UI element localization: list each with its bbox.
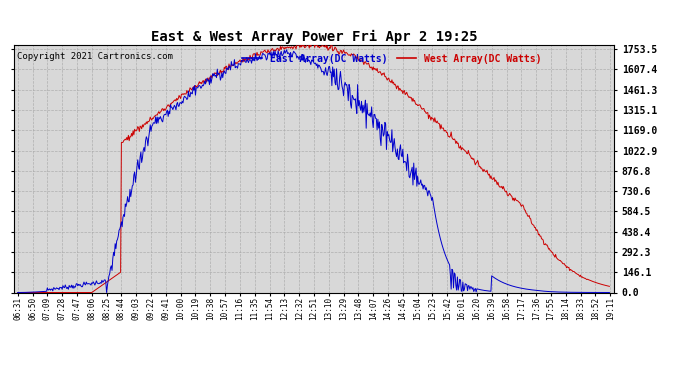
Title: East & West Array Power Fri Apr 2 19:25: East & West Array Power Fri Apr 2 19:25: [150, 30, 477, 44]
Text: Copyright 2021 Cartronics.com: Copyright 2021 Cartronics.com: [17, 53, 172, 62]
Legend: East Array(DC Watts), West Array(DC Watts): East Array(DC Watts), West Array(DC Watt…: [239, 50, 546, 68]
